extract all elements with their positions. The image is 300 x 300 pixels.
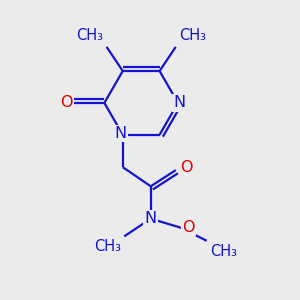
Text: N: N [145, 211, 157, 226]
Text: O: O [60, 95, 73, 110]
Text: CH₃: CH₃ [179, 28, 206, 43]
Text: N: N [173, 95, 185, 110]
Text: N: N [114, 126, 127, 141]
Text: CH₃: CH₃ [94, 239, 121, 254]
Text: CH₃: CH₃ [210, 244, 237, 259]
Text: O: O [180, 160, 193, 175]
Text: CH₃: CH₃ [76, 28, 103, 43]
Text: O: O [182, 220, 195, 235]
